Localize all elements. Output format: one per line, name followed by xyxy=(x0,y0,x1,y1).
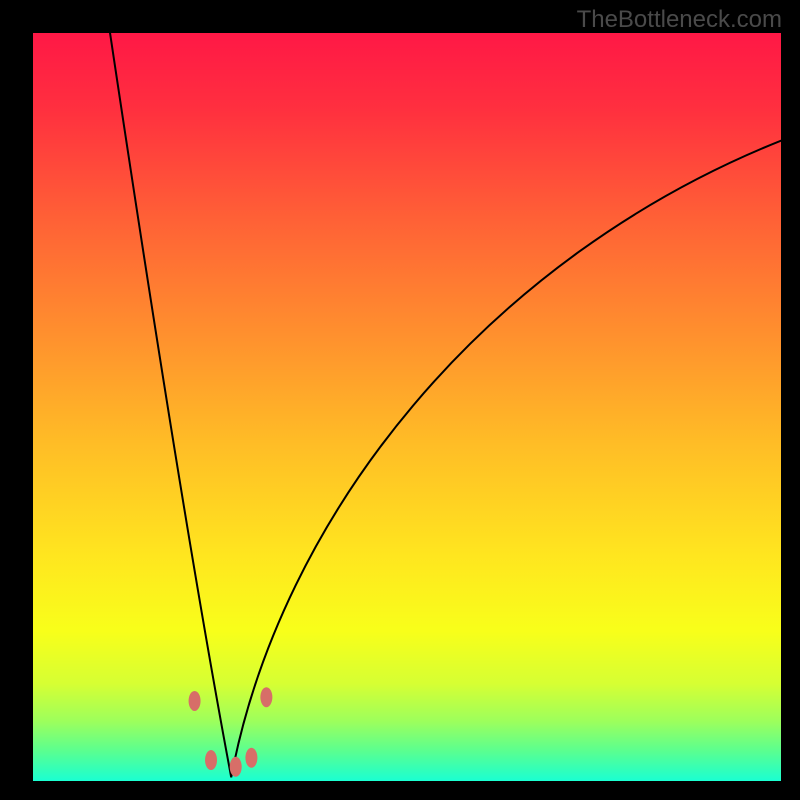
curve-marker xyxy=(205,750,217,770)
curve-marker xyxy=(230,757,242,777)
watermark-text: TheBottleneck.com xyxy=(577,6,782,34)
curve-marker xyxy=(260,687,272,707)
curve-marker xyxy=(245,748,257,768)
gradient-background xyxy=(33,33,781,781)
curve-marker xyxy=(189,691,201,711)
bottleneck-chart xyxy=(0,0,800,800)
